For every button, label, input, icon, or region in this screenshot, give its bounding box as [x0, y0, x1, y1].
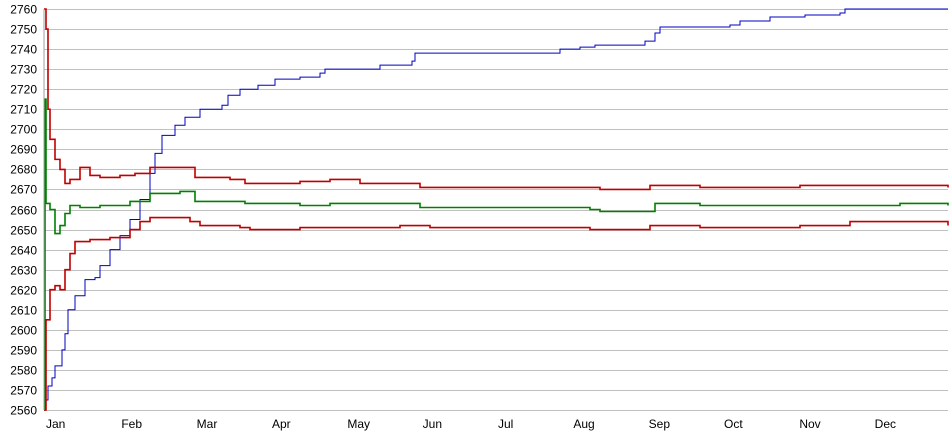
- y-tick-label: 2670: [10, 183, 37, 197]
- series-line-2: [44, 98, 949, 411]
- x-tick-label: May: [347, 417, 370, 431]
- y-tick-label: 2690: [10, 143, 37, 157]
- series-line-0: [45, 8, 948, 411]
- x-tick-label: Oct: [724, 417, 743, 431]
- y-tick-label: 2610: [10, 304, 37, 318]
- y-tick-label: 2580: [10, 364, 37, 378]
- x-tick-label: Jun: [423, 417, 442, 431]
- y-tick-label: 2590: [10, 344, 37, 358]
- y-tick-label: 2760: [10, 3, 37, 17]
- x-tick-label: Sep: [649, 417, 671, 431]
- y-tick-label: 2620: [10, 284, 37, 298]
- y-tick-label: 2630: [10, 264, 37, 278]
- x-tick-label: Feb: [121, 417, 142, 431]
- y-tick-label: 2570: [10, 384, 37, 398]
- x-tick-label: Jan: [46, 417, 65, 431]
- y-axis-tick-labels: 2560 2570 2580 2590 2600 2610 2620 2630 2640 2650…: [10, 3, 37, 418]
- series-lines: [44, 8, 949, 411]
- y-tick-label: 2750: [10, 23, 37, 37]
- series-line-3: [44, 216, 949, 411]
- y-tick-label: 2680: [10, 163, 37, 177]
- y-tick-label: 2700: [10, 123, 37, 137]
- y-tick-label: 2660: [10, 204, 37, 218]
- x-axis-tick-labels: Jan Feb Mar Apr May Jun Jul Aug Sep Oct Nov Dec: [46, 417, 896, 431]
- y-tick-label: 2650: [10, 224, 37, 238]
- y-tick-label: 2600: [10, 324, 37, 338]
- y-tick-label: 2710: [10, 103, 37, 117]
- y-tick-label: 2740: [10, 43, 37, 57]
- y-tick-label: 2560: [10, 404, 37, 418]
- x-tick-label: Aug: [573, 417, 594, 431]
- x-tick-label: Jul: [498, 417, 513, 431]
- y-tick-label: 2730: [10, 63, 37, 77]
- series-line-1: [44, 8, 949, 191]
- x-tick-label: Mar: [197, 417, 218, 431]
- x-tick-label: Nov: [799, 417, 820, 431]
- x-tick-label: Apr: [272, 417, 291, 431]
- x-tick-label: Dec: [875, 417, 896, 431]
- gridlines: [44, 9, 948, 411]
- y-tick-label: 2640: [10, 244, 37, 258]
- y-tick-label: 2720: [10, 83, 37, 97]
